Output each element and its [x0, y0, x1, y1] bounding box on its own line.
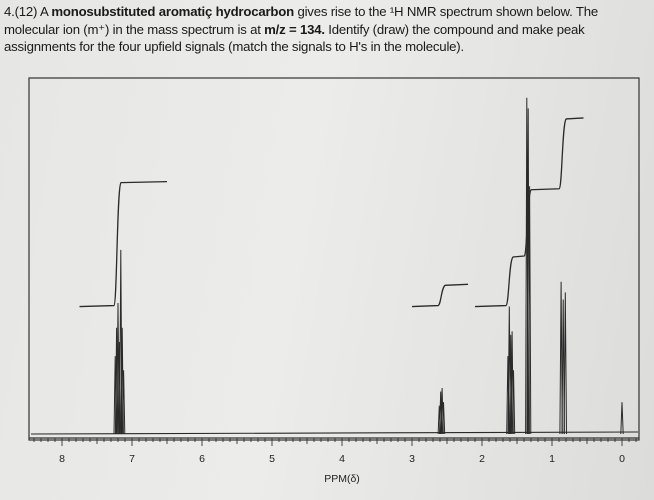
- x-tick-label: 6: [199, 453, 205, 465]
- question-text-part: Identify (draw) the compound and make pe…: [4, 21, 585, 55]
- spectrum-peak: [121, 370, 126, 435]
- x-tick-label: 8: [59, 453, 65, 465]
- question-text-part: gives rise to the ¹H NMR spectrum shown …: [4, 4, 598, 37]
- question-bold-term: monosubstituted aromatiç hydrocarbon: [51, 4, 294, 19]
- x-tick-label: 7: [129, 453, 135, 465]
- spectrum-peak: [441, 402, 446, 435]
- spectrum-peak: [559, 281, 563, 435]
- plot-frame: [28, 77, 640, 441]
- question-mz-value: m/z = 134.: [264, 21, 325, 37]
- x-tick-label: 3: [409, 453, 415, 465]
- spectrum-peak: [620, 402, 624, 435]
- x-tick-label: 0: [619, 453, 625, 465]
- question-text: 4.(12) A monosubstituted aromatiç hydroc…: [4, 3, 649, 56]
- spectrum-peak: [527, 186, 532, 435]
- x-tick-label: 5: [269, 453, 275, 465]
- question-number: 4.(12): [4, 4, 38, 19]
- spectrum-baseline: [30, 431, 639, 435]
- x-axis-label: PPM(δ): [324, 473, 360, 485]
- x-tick-label: 2: [479, 453, 485, 465]
- question-text-part: A: [37, 4, 52, 19]
- x-tick-label: 4: [339, 453, 345, 465]
- spectrum-peak: [563, 292, 567, 435]
- integral-curve: [411, 283, 469, 308]
- spectrum-peak: [511, 370, 516, 435]
- x-tick-label: 1: [549, 453, 555, 465]
- integral-curve: [79, 181, 168, 308]
